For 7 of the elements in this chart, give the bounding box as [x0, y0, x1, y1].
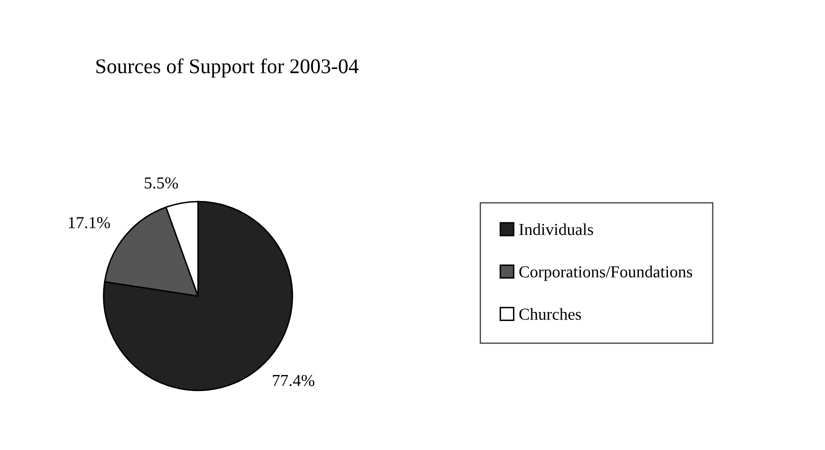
- legend-label: Corporations/Foundations: [519, 266, 692, 281]
- data-label: 5.5%: [144, 177, 178, 189]
- data-label: 17.1%: [68, 216, 110, 228]
- legend-label: Individuals: [519, 223, 594, 236]
- legend-label: Churches: [519, 308, 582, 320]
- chart-title: Sources of Support for 2003-04: [96, 58, 359, 78]
- data-label: 77.4%: [272, 374, 314, 386]
